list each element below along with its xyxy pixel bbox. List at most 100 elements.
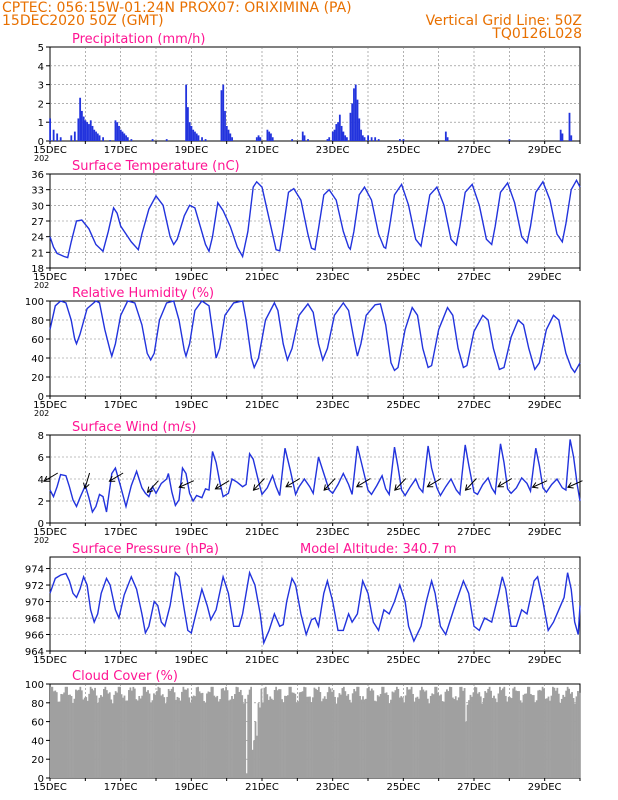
- cloud-bar: [201, 692, 204, 778]
- precip-bar: [358, 118, 361, 141]
- cloud-bar: [500, 690, 503, 778]
- precip-bar: [79, 97, 82, 141]
- precip-bar: [301, 131, 304, 141]
- precip-bar: [340, 125, 343, 141]
- precip-bar: [98, 135, 101, 141]
- cloud-bar: [141, 695, 144, 778]
- precip-bar: [194, 131, 196, 141]
- x-tick-label: 17DEC: [104, 655, 138, 666]
- cloud-bar: [416, 696, 419, 778]
- cloud-bar: [538, 689, 541, 778]
- cloud-bar: [425, 690, 428, 778]
- cloud-bar: [435, 686, 438, 778]
- cloud-bar: [531, 695, 534, 778]
- precip-bar: [165, 139, 168, 141]
- cloud-bar: [451, 697, 454, 778]
- x-tick-label: 25DEC: [386, 272, 420, 283]
- cloud-bar: [513, 686, 516, 778]
- cloud-bar: [381, 686, 384, 778]
- cloud-bar: [91, 688, 93, 778]
- precip-bar: [508, 139, 511, 141]
- wind-arrow-shaft: [215, 480, 230, 490]
- cloud-bar: [323, 696, 326, 778]
- precip-bar: [344, 135, 347, 141]
- cloud-bar: [214, 697, 217, 778]
- x-tick-label: 29DEC: [528, 782, 562, 793]
- wind-arrow-shaft: [179, 480, 195, 488]
- wind-arrow-head: [566, 482, 574, 489]
- precip-bar: [49, 118, 51, 141]
- cloud-bar: [135, 699, 138, 778]
- x-tick-label: 15DEC: [33, 782, 67, 793]
- panel-precip: 0 1 2 3 4 5 15DEC 17DEC 19DEC 21DEC 23DEC 25DEC 27DE…: [33, 32, 581, 163]
- precip-bar: [84, 120, 87, 141]
- x-tick-label: 21DEC: [245, 782, 279, 793]
- cloud-bar: [518, 691, 520, 778]
- y-tick-label: 8: [38, 431, 44, 442]
- cloud-bar: [186, 688, 189, 778]
- header-run-date: 15DEC2020 50Z (GMT): [2, 13, 164, 29]
- y-tick-label: 6: [38, 453, 44, 464]
- cloud-bar: [540, 690, 543, 778]
- x-tick-label: 21DEC: [245, 655, 279, 666]
- cloud-bar: [120, 694, 123, 778]
- cloud-bar: [391, 691, 394, 778]
- precip-bar: [568, 112, 571, 141]
- cloud-bar: [54, 690, 57, 778]
- cloud-bar: [501, 688, 504, 778]
- cloud-bar: [144, 686, 146, 778]
- cloud-bar: [130, 690, 133, 778]
- cloud-bar: [192, 695, 195, 778]
- x-tick-label: 23DEC: [316, 655, 350, 666]
- cloud-bar: [73, 698, 76, 778]
- x-tick-label: 19DEC: [174, 527, 208, 538]
- cloud-bar: [270, 698, 273, 778]
- cloud-bar: [525, 693, 528, 778]
- x-year-label: 202: [34, 154, 49, 163]
- cloud-bar: [198, 691, 201, 778]
- wind-arrow-head: [83, 482, 90, 490]
- y-tick-label: 100: [25, 680, 44, 691]
- cloud-bar: [465, 721, 467, 778]
- cloud-bar: [325, 698, 328, 778]
- x-tick-label: 27DEC: [457, 782, 491, 793]
- cloud-bar: [107, 693, 110, 778]
- cloud-bar: [94, 687, 96, 778]
- wind-arrow-head: [43, 475, 50, 482]
- cloud-bar: [285, 695, 288, 778]
- precip-bar: [185, 84, 188, 141]
- panel-title: Precipitation (mm/h): [72, 32, 205, 47]
- y-tick-label: 80: [31, 699, 44, 710]
- x-tick-label: 27DEC: [457, 272, 491, 283]
- precip-bar: [225, 125, 228, 141]
- precip-bar: [257, 135, 260, 141]
- cloud-bar: [158, 687, 161, 778]
- cloud-bar: [170, 688, 173, 778]
- cloud-bar: [179, 700, 182, 778]
- cloud-bar: [562, 694, 565, 778]
- y-tick-label: 968: [25, 614, 44, 625]
- precip-bar: [342, 131, 345, 141]
- cloud-bar: [457, 697, 460, 778]
- cloud-bar: [507, 696, 510, 778]
- wind-arrow: [108, 472, 124, 482]
- cloud-bar: [220, 688, 223, 778]
- precip-bar: [222, 84, 225, 141]
- x-tick-label: 19DEC: [174, 655, 208, 666]
- cloud-bar: [413, 701, 416, 778]
- x-tick-label: 23DEC: [316, 527, 350, 538]
- y-tick-label: 3: [38, 81, 44, 92]
- precip-bar: [367, 135, 369, 141]
- wind-arrow-head: [252, 484, 260, 491]
- cloud-bar: [242, 703, 245, 778]
- cloud-bar: [77, 689, 80, 778]
- precip-bar: [402, 139, 405, 141]
- panel-title: Surface Temperature (nC): [72, 159, 240, 174]
- cloud-bar: [357, 686, 360, 778]
- wind-arrow-shaft: [356, 478, 371, 488]
- wind-arrow-head: [394, 484, 401, 491]
- cloud-bar: [51, 686, 54, 778]
- cloud-bar: [282, 702, 285, 778]
- cloud-bar: [279, 689, 282, 778]
- plot-frame: [49, 300, 581, 397]
